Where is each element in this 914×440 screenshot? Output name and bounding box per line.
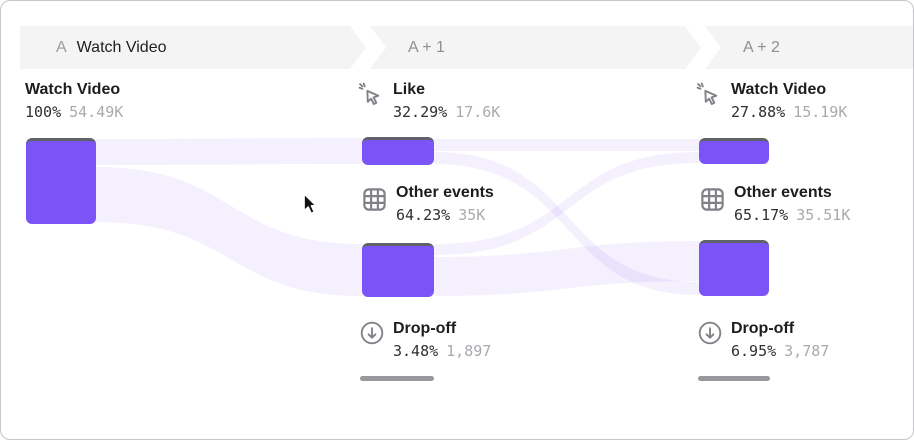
drop-off-bar-a2[interactable]: [698, 376, 770, 381]
event-label-drop-off-a2[interactable]: Drop-off 6.95% 3,787: [731, 319, 829, 361]
step-chevron-a-plus-2[interactable]: A + 2: [705, 26, 913, 69]
cursor-click-icon: [696, 82, 721, 112]
ribbon-like-to-watchvideo: [434, 139, 699, 151]
event-name: Other events: [396, 184, 494, 201]
step-label: A + 1: [408, 38, 445, 56]
event-name: Watch Video: [731, 81, 827, 98]
arrow-down-circle-icon: [697, 320, 723, 351]
event-name: Watch Video: [25, 81, 121, 98]
event-percent: 32.29%: [393, 103, 448, 121]
node-other-events-a1[interactable]: [362, 243, 434, 297]
event-name: Drop-off: [731, 320, 795, 337]
step-label: A + 2: [743, 38, 780, 56]
grid-icon: [361, 186, 388, 218]
ribbon-otherevents-to-otherevents: [434, 241, 699, 296]
event-label-like[interactable]: Like 32.29% 17.6K: [393, 80, 500, 122]
event-percent: 65.17%: [734, 206, 789, 224]
event-label-other-events-a2[interactable]: Other events 65.17% 35.51K: [734, 183, 850, 225]
arrow-down-circle-icon: [359, 320, 385, 351]
node-watch-video-a2[interactable]: [699, 138, 769, 164]
event-percent: 100%: [25, 103, 62, 121]
step-chevron-a[interactable]: A Watch Video: [20, 26, 366, 69]
step-label: Watch Video: [76, 38, 167, 56]
event-label-drop-off-a1[interactable]: Drop-off 3.48% 1,897: [393, 319, 491, 361]
event-count: 54.49K: [69, 103, 124, 121]
event-count: 15.19K: [793, 103, 848, 121]
event-label-watch-video-a2[interactable]: Watch Video 27.88% 15.19K: [731, 80, 847, 122]
event-label-other-events-a1[interactable]: Other events 64.23% 35K: [396, 183, 494, 225]
event-percent: 3.48%: [393, 342, 439, 360]
ribbon-watchvideo-to-otherevents: [96, 167, 362, 296]
step-chevron-a-plus-1[interactable]: A + 1: [370, 26, 701, 69]
step-letter: A: [56, 38, 67, 56]
drop-off-bar-a1[interactable]: [360, 376, 434, 381]
ribbon-watchvideo-to-like: [96, 138, 362, 165]
mouse-cursor: [303, 193, 317, 215]
node-watch-video-a[interactable]: [26, 138, 96, 224]
node-like[interactable]: [362, 137, 434, 165]
event-count: 17.6K: [455, 103, 501, 121]
event-count: 1,897: [446, 342, 492, 360]
event-count: 35.51K: [796, 206, 851, 224]
cursor-click-icon: [358, 82, 383, 112]
event-percent: 6.95%: [731, 342, 777, 360]
event-name: Other events: [734, 184, 832, 201]
event-count: 3,787: [784, 342, 830, 360]
event-count: 35K: [458, 206, 486, 224]
event-percent: 27.88%: [731, 103, 786, 121]
event-name: Like: [393, 81, 426, 98]
event-label-watch-video-a[interactable]: Watch Video 100% 54.49K: [25, 80, 123, 122]
event-name: Drop-off: [393, 320, 457, 337]
event-percent: 64.23%: [396, 206, 451, 224]
grid-icon: [699, 186, 726, 218]
node-other-events-a2[interactable]: [699, 240, 769, 296]
